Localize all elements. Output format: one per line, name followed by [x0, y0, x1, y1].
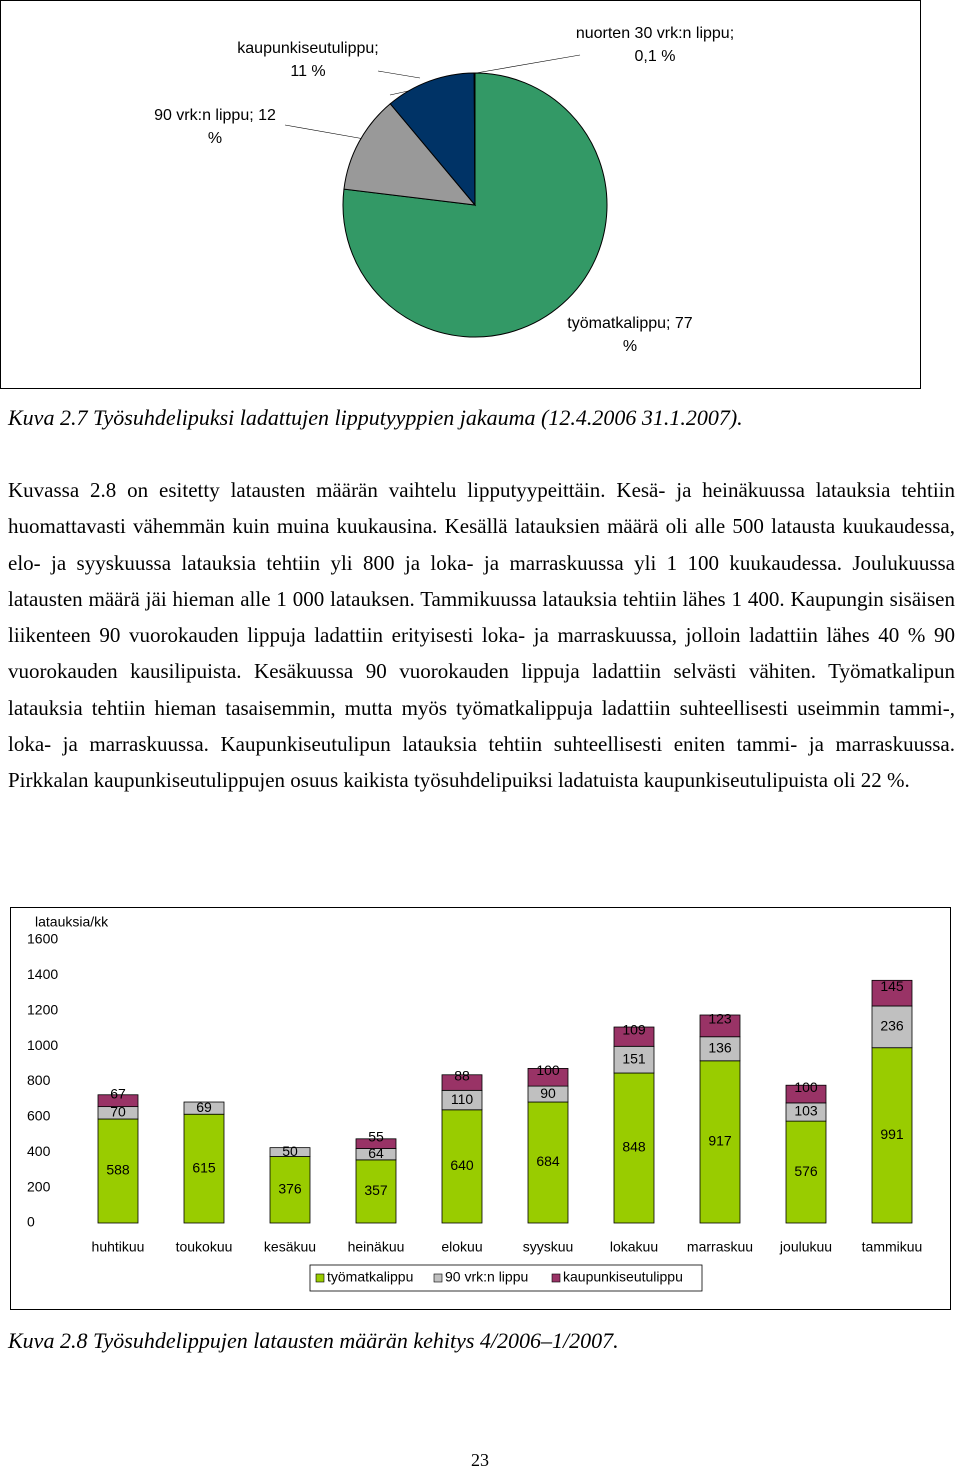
value-label: 684 [536, 1153, 560, 1169]
x-tick-label: marraskuu [687, 1239, 753, 1255]
value-label: 145 [880, 978, 904, 994]
bar-segment [527, 1068, 569, 1087]
value-label: 109 [622, 1021, 646, 1037]
value-label: 151 [622, 1050, 646, 1066]
axis-title: latauksia/kk [35, 914, 109, 930]
legend-label: kaupunkiseutulippu [563, 1269, 683, 1285]
chart-frame [0, 0, 921, 389]
legend-swatch [551, 1273, 561, 1283]
bar-segment [613, 1045, 655, 1074]
value-label: 55 [368, 1128, 384, 1144]
y-tick-label: 600 [27, 1108, 51, 1124]
legend-swatch [315, 1273, 325, 1283]
value-label: 917 [708, 1133, 732, 1149]
bar-segment [97, 1118, 139, 1224]
y-tick-label: 1000 [27, 1037, 58, 1053]
bar-segment [441, 1109, 483, 1224]
value-label: 90 [540, 1085, 556, 1101]
y-tick-label: 800 [27, 1072, 51, 1088]
value-label: 588 [106, 1162, 130, 1178]
value-label: 100 [536, 1062, 560, 1078]
y-tick-label: 200 [27, 1178, 51, 1194]
bar-segment [699, 1036, 741, 1062]
value-label: 50 [282, 1143, 298, 1159]
value-label: 70 [110, 1104, 126, 1120]
slice-label: kaupunki­seutulippu; 11 % [237, 40, 379, 80]
leader-line [284, 124, 371, 141]
x-tick-label: heinäkuu [348, 1239, 405, 1255]
legend-label: 90 vrk:n lippu [445, 1269, 528, 1285]
value-label: 376 [278, 1180, 302, 1196]
x-tick-label: elokuu [441, 1239, 482, 1255]
bar-segment [785, 1120, 827, 1224]
y-tick-label: 0 [27, 1214, 35, 1230]
value-label: 991 [880, 1126, 904, 1142]
bar-segment [613, 1026, 655, 1047]
leader-line [475, 54, 581, 74]
y-tick-label: 1400 [27, 966, 58, 982]
bar-segment [699, 1014, 741, 1038]
y-tick-label: 1200 [27, 1001, 58, 1017]
value-label: 615 [192, 1159, 216, 1175]
pie-chart [0, 0, 921, 389]
bar-segment [269, 1147, 311, 1157]
caption: Kuva 2.8 Työsuhdelippujen latausten määr… [8, 1328, 619, 1353]
legend-box [309, 1264, 703, 1292]
x-tick-label: huhtikuu [92, 1239, 145, 1255]
x-tick-label: lokakuu [610, 1239, 658, 1255]
value-label: 110 [451, 1091, 474, 1107]
value-label: 100 [794, 1079, 818, 1095]
value-label: 67 [110, 1085, 126, 1101]
value-label: 848 [622, 1139, 646, 1155]
value-label: 88 [454, 1067, 470, 1083]
bar-segment [97, 1094, 139, 1108]
x-tick-label: toukokuu [176, 1239, 233, 1255]
pie-slice [343, 103, 477, 206]
bar-segment [355, 1138, 397, 1149]
value-label: 640 [450, 1157, 474, 1173]
slice-label: nuorten 30 vrk:n lippu; 0,1 % [575, 25, 735, 65]
y-tick-label: 1600 [27, 931, 58, 947]
legend-label: työmatkalippu [327, 1269, 413, 1285]
bar-segment [871, 979, 913, 1007]
bar-segment [527, 1101, 569, 1224]
paragraph: Kuvassa 2.8 on esitetty latausten määrän… [8, 478, 955, 793]
value-label: 123 [708, 1011, 732, 1027]
bar-segment [785, 1084, 827, 1104]
bar-segment [183, 1101, 225, 1115]
x-tick-label: tammikuu [862, 1239, 923, 1255]
slice-label: 90 vrk:n lippu; 12 % [154, 107, 276, 147]
bar-segment [613, 1072, 655, 1224]
x-tick-label: joulukuu [779, 1239, 832, 1255]
bar-segment [183, 1113, 225, 1224]
x-tick-label: kesäkuu [264, 1239, 316, 1255]
value-label: 103 [794, 1103, 818, 1119]
pie-slice [473, 72, 476, 206]
x-tick-label: syyskuu [523, 1239, 574, 1255]
pie-slice [389, 72, 476, 207]
bar-chart: latauksia/kk 0 200 400 600 800 1000 1200 1400 160… [10, 907, 951, 1310]
leader-line [377, 70, 421, 79]
bar-segment [699, 1060, 741, 1224]
page-number: 23 [471, 1450, 489, 1470]
bar-segment [441, 1074, 483, 1091]
value-label: 136 [708, 1039, 732, 1055]
y-tick-label: 400 [27, 1143, 51, 1159]
legend-swatch [433, 1273, 443, 1283]
value-label: 236 [880, 1018, 904, 1034]
value-label: 69 [196, 1099, 212, 1115]
chart-frame [10, 907, 951, 1310]
caption: Kuva 2.7 Työsuhdelipuksi ladattujen lipp… [8, 405, 743, 430]
slice-label: työmatkalippu; 77 % [567, 315, 693, 355]
bar-segment [269, 1156, 311, 1224]
value-label: 357 [364, 1182, 388, 1198]
value-label: 576 [794, 1163, 818, 1179]
